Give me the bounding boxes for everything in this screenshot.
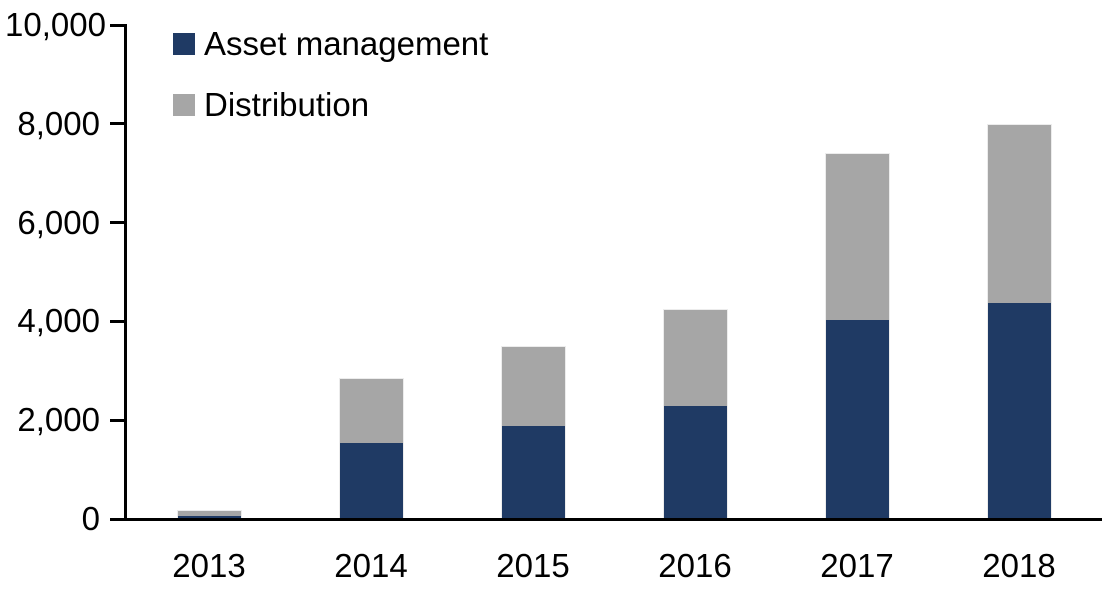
asset-management-swatch-icon (173, 33, 195, 55)
legend: Asset management Distribution (173, 27, 488, 149)
x-tick-label-2015: 2015 (496, 547, 570, 584)
y-axis-tick (110, 319, 124, 323)
distribution-swatch-icon (173, 94, 195, 116)
distribution-segment-2015 (501, 347, 565, 427)
stacked-bar-2018 (986, 123, 1052, 519)
asset-management-segment-2015 (501, 426, 565, 518)
y-tick-label: 8,000 (17, 104, 100, 142)
legend-label-distribution: Distribution (204, 86, 370, 123)
legend-item-asset-management: Asset management (173, 27, 488, 61)
asset-management-segment-2018 (987, 302, 1051, 518)
y-axis-tick (110, 418, 124, 422)
stacked-bar-2017 (824, 153, 890, 519)
asset-management-segment-2014 (339, 443, 403, 518)
asset-management-segment-2017 (825, 319, 889, 518)
x-tick-label-2016: 2016 (658, 547, 732, 584)
distribution-segment-2013 (177, 511, 241, 516)
distribution-segment-2017 (825, 154, 889, 320)
asset-management-segment-2016 (663, 406, 727, 518)
x-tick-label-2013: 2013 (172, 547, 246, 584)
y-tick-label: 10,000 (5, 6, 106, 43)
stacked-bar-2016 (662, 309, 728, 519)
distribution-segment-2016 (663, 310, 727, 407)
y-axis-tick (110, 23, 124, 27)
legend-label-asset-management: Asset management (204, 25, 489, 62)
y-tick-label: 6,000 (17, 203, 100, 241)
stacked-bar-2014 (338, 378, 404, 519)
y-axis-line (124, 24, 127, 521)
y-tick-label: 2,000 (17, 401, 100, 439)
distribution-segment-2018 (987, 124, 1051, 303)
stacked-bar-2015 (500, 346, 566, 519)
x-tick-label-2017: 2017 (820, 547, 894, 584)
y-axis-tick (110, 517, 124, 521)
y-axis-tick (110, 221, 124, 225)
y-axis-tick (110, 122, 124, 126)
distribution-segment-2014 (339, 379, 403, 444)
x-tick-label-2018: 2018 (982, 547, 1056, 584)
y-tick-label: 0 (81, 500, 100, 537)
legend-item-distribution: Distribution (173, 88, 488, 122)
y-tick-label: 4,000 (17, 302, 100, 340)
asset-management-segment-2013 (177, 515, 241, 518)
x-tick-label-2014: 2014 (334, 547, 408, 584)
x-axis-line (124, 518, 1102, 521)
